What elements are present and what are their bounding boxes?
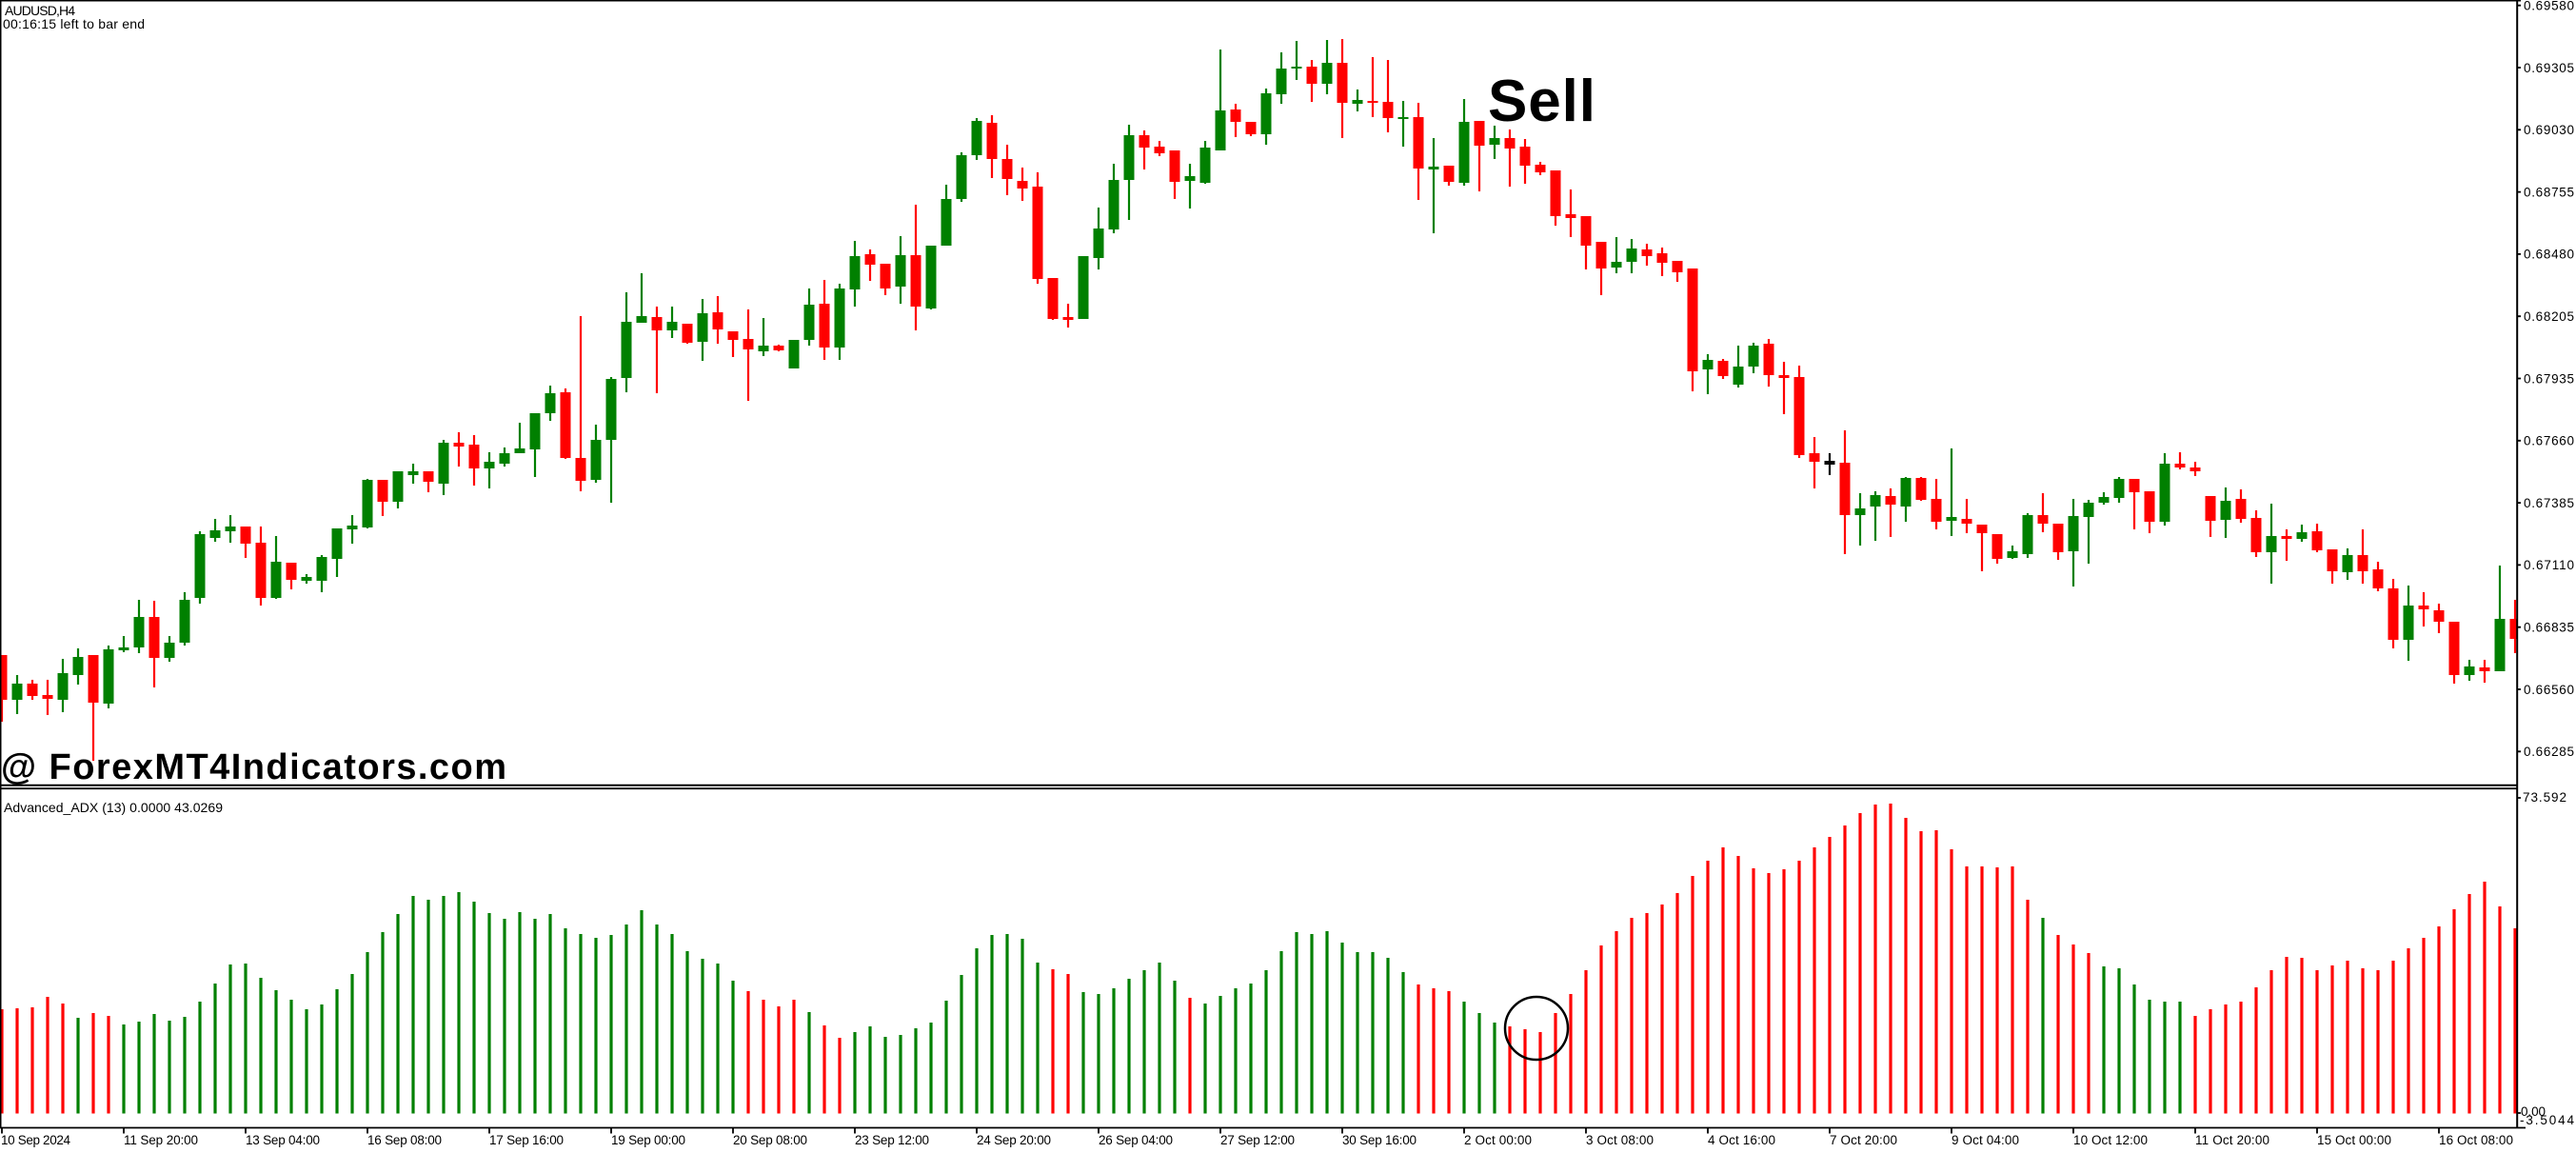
svg-text:0.68205: 0.68205 xyxy=(2524,309,2574,324)
svg-text:23 Sep 12:00: 23 Sep 12:00 xyxy=(855,1133,929,1147)
svg-text:11 Sep 20:00: 11 Sep 20:00 xyxy=(124,1133,198,1147)
svg-text:Advanced_ADX (13) 0.0000 43.02: Advanced_ADX (13) 0.0000 43.0269 xyxy=(4,800,223,815)
svg-text:10 Oct 12:00: 10 Oct 12:00 xyxy=(2073,1133,2148,1147)
svg-text:73.592: 73.592 xyxy=(2523,790,2566,805)
svg-text:AUDUSD,H4: AUDUSD,H4 xyxy=(5,3,75,18)
svg-text:0.66835: 0.66835 xyxy=(2524,621,2574,635)
svg-text:-3.5044: -3.5044 xyxy=(2520,1113,2574,1127)
svg-text:2 Oct 00:00: 2 Oct 00:00 xyxy=(1464,1133,1532,1147)
svg-text:Sell: Sell xyxy=(1488,69,1595,134)
svg-text:0.68755: 0.68755 xyxy=(2524,185,2574,199)
svg-text:0.67660: 0.67660 xyxy=(2524,434,2574,448)
svg-text:19 Sep 00:00: 19 Sep 00:00 xyxy=(611,1133,685,1147)
svg-text:0.67935: 0.67935 xyxy=(2524,371,2574,386)
svg-text:7 Oct 20:00: 7 Oct 20:00 xyxy=(1830,1133,1897,1147)
svg-text:10 Sep 2024: 10 Sep 2024 xyxy=(1,1133,70,1147)
svg-text:30 Sep 16:00: 30 Sep 16:00 xyxy=(1342,1133,1417,1147)
svg-text:0.69030: 0.69030 xyxy=(2524,123,2574,137)
svg-text:0.68480: 0.68480 xyxy=(2524,248,2574,262)
svg-text:9 Oct 04:00: 9 Oct 04:00 xyxy=(1952,1133,2019,1147)
svg-text:20 Sep 08:00: 20 Sep 08:00 xyxy=(733,1133,807,1147)
svg-text:26 Sep 04:00: 26 Sep 04:00 xyxy=(1099,1133,1173,1147)
svg-text:0.66285: 0.66285 xyxy=(2524,745,2574,759)
svg-text:0.66560: 0.66560 xyxy=(2524,683,2574,697)
svg-text:00:16:15 left to bar end: 00:16:15 left to bar end xyxy=(3,16,145,31)
svg-text:@ ForexMT4Indicators.com: @ ForexMT4Indicators.com xyxy=(1,747,506,787)
svg-text:15 Oct 00:00: 15 Oct 00:00 xyxy=(2317,1133,2391,1147)
svg-text:13 Sep 04:00: 13 Sep 04:00 xyxy=(246,1133,320,1147)
svg-text:24 Sep 20:00: 24 Sep 20:00 xyxy=(977,1133,1051,1147)
svg-text:11 Oct 20:00: 11 Oct 20:00 xyxy=(2195,1133,2269,1147)
svg-text:3 Oct 08:00: 3 Oct 08:00 xyxy=(1586,1133,1654,1147)
svg-text:17 Sep 16:00: 17 Sep 16:00 xyxy=(489,1133,564,1147)
svg-text:0.67110: 0.67110 xyxy=(2524,558,2574,572)
svg-text:16 Sep 08:00: 16 Sep 08:00 xyxy=(367,1133,442,1147)
svg-text:16 Oct 08:00: 16 Oct 08:00 xyxy=(2439,1133,2513,1147)
svg-text:0.69580: 0.69580 xyxy=(2524,0,2574,13)
svg-text:0.69305: 0.69305 xyxy=(2524,61,2574,75)
svg-text:27 Sep 12:00: 27 Sep 12:00 xyxy=(1220,1133,1295,1147)
svg-text:0.67385: 0.67385 xyxy=(2524,496,2574,510)
svg-text:0.00: 0.00 xyxy=(2521,1104,2546,1119)
svg-text:4 Oct 16:00: 4 Oct 16:00 xyxy=(1708,1133,1775,1147)
